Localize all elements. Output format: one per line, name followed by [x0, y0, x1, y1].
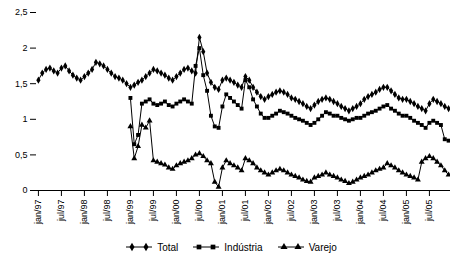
html-text:Varejo: Varejo [308, 241, 337, 253]
svg-text:jul/97: jul/97 [56, 200, 66, 223]
svg-text:0,5: 0,5 [15, 150, 28, 160]
svg-text:jul/03: jul/03 [332, 200, 342, 223]
svg-text:jan/98: jan/98 [79, 200, 89, 226]
svg-text:jan/03: jan/03 [309, 200, 319, 226]
svg-text:1,5: 1,5 [15, 79, 28, 89]
svg-text:2: 2 [22, 43, 27, 53]
svg-text:jan/97: jan/97 [33, 200, 43, 226]
svg-text:jan/01: jan/01 [217, 200, 227, 226]
svg-text:2,5: 2,5 [15, 7, 28, 17]
svg-text:jul/04: jul/04 [378, 200, 388, 223]
svg-text:jul/98: jul/98 [102, 200, 112, 223]
svg-text:jul/01: jul/01 [240, 200, 250, 223]
svg-text:jan/05: jan/05 [401, 200, 411, 226]
svg-text:jul/05: jul/05 [424, 200, 434, 223]
svg-text:jan/00: jan/00 [171, 200, 181, 226]
svg-text:jul/00: jul/00 [194, 200, 204, 223]
svg-text:jul/99: jul/99 [148, 200, 158, 223]
svg-text:jan/02: jan/02 [263, 200, 273, 226]
svg-text:0: 0 [22, 185, 27, 195]
svg-text:jan/04: jan/04 [355, 200, 365, 226]
html-text:Total: Total [157, 241, 179, 253]
svg-text:1: 1 [22, 114, 27, 124]
svg-text:jan/99: jan/99 [125, 200, 135, 226]
svg-text:jul/02: jul/02 [286, 200, 296, 223]
html-text:Indústria: Indústria [224, 241, 263, 253]
